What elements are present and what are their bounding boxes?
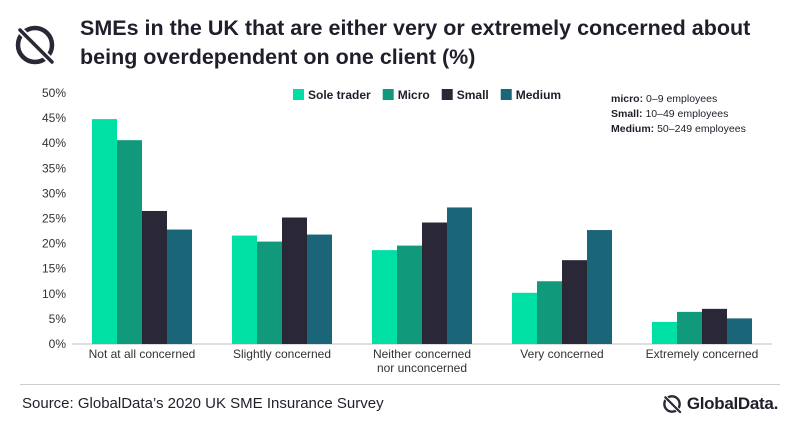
y-tick-label: 30%: [42, 186, 66, 200]
y-tick-label: 40%: [42, 136, 66, 150]
bar-medium: [727, 318, 752, 344]
note-micro: micro: 0–9 employees: [611, 93, 718, 105]
legend-swatch: [441, 89, 453, 100]
x-tick-label: Very concerned: [520, 347, 603, 361]
legend-label: Sole trader: [308, 88, 371, 102]
bar-medium: [587, 230, 612, 344]
bar-medium: [307, 234, 332, 344]
legend-label: Small: [457, 88, 489, 102]
x-tick-label: Extremely concerned: [646, 347, 759, 361]
bar-micro: [257, 241, 282, 344]
bar-small: [422, 222, 447, 344]
bar-sole-trader: [372, 250, 397, 344]
x-tick-label: Slightly concerned: [233, 347, 331, 361]
legend-swatch: [293, 89, 304, 100]
y-tick-label: 10%: [42, 287, 66, 301]
legend-swatch: [500, 89, 512, 100]
note-small: Small: 10–49 employees: [611, 108, 729, 120]
bar-medium: [447, 207, 472, 344]
brand-name: GlobalData.: [686, 394, 778, 413]
x-tick-label: nor unconcerned: [377, 361, 467, 375]
y-tick-label: 50%: [42, 86, 66, 100]
bar-small: [142, 210, 167, 344]
size-definitions: micro: 0–9 employees Small: 10–49 employ…: [611, 92, 746, 137]
bar-sole-trader: [232, 235, 257, 344]
globaldata-logo-icon: [15, 25, 55, 65]
globaldata-logo-icon: [662, 394, 682, 414]
bar-chart: 0% 5% 10% 15% 20% 25% 30% 35% 40% 45% 50% Not at al…: [42, 86, 772, 375]
note-medium: Medium: 50–249 employees: [611, 123, 746, 135]
legend-swatch: [382, 89, 394, 100]
y-tick-label: 45%: [42, 111, 66, 125]
y-tick-label: 5%: [49, 312, 67, 326]
title-line-2: being overdependent on one client (%): [80, 45, 476, 69]
legend-label: Medium: [516, 88, 561, 102]
title-line-1: SMEs in the UK that are either very or e…: [80, 16, 751, 40]
bar-micro: [537, 281, 562, 344]
y-tick-label: 0%: [49, 337, 67, 351]
bar-micro: [397, 245, 422, 344]
chart-title: SMEs in the UK that are either very or e…: [80, 14, 780, 72]
bar-small: [562, 260, 587, 344]
x-tick-label: Not at all concerned: [89, 347, 196, 361]
legend-label: Micro: [398, 88, 430, 102]
y-tick-label: 20%: [42, 237, 66, 251]
brand: GlobalData.: [661, 393, 778, 415]
bar-small: [702, 308, 727, 344]
bar-micro: [117, 140, 142, 344]
source-note: Source: GlobalData’s 2020 UK SME Insuran…: [22, 395, 384, 412]
bar-medium: [167, 229, 192, 344]
bar-sole-trader: [92, 119, 117, 344]
bar-sole-trader: [512, 292, 537, 344]
bar-sole-trader: [652, 321, 677, 344]
bar-micro: [677, 311, 702, 344]
y-tick-label: 15%: [42, 262, 66, 276]
y-tick-label: 35%: [42, 161, 66, 175]
x-tick-label: Neither concerned: [373, 347, 471, 361]
footer-divider: [20, 384, 780, 385]
y-tick-label: 25%: [42, 212, 66, 226]
bar-small: [282, 217, 307, 344]
